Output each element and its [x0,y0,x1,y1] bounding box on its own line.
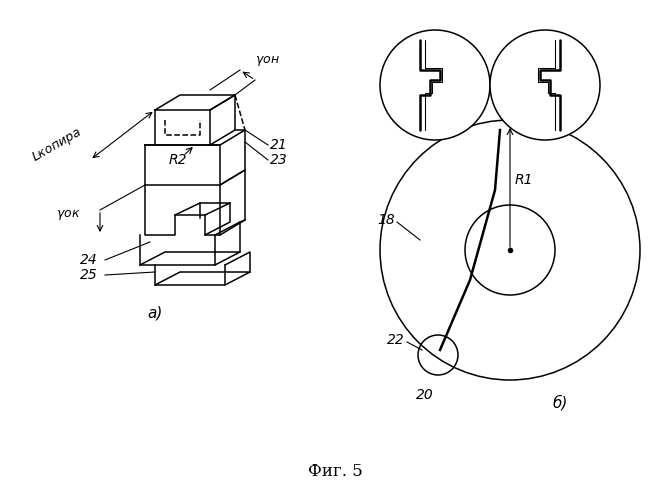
Text: 23: 23 [270,153,288,167]
Text: 18: 18 [377,213,395,227]
Text: $L$копира: $L$копира [29,124,85,166]
Text: 24: 24 [80,253,98,267]
Text: б): б) [552,395,568,410]
Text: R2: R2 [168,153,187,167]
Text: $\gamma$ок: $\gamma$ок [56,208,81,222]
Text: $\gamma$он: $\gamma$он [255,54,280,68]
Circle shape [490,30,600,140]
Circle shape [380,30,490,140]
Text: Фиг. 5: Фиг. 5 [307,464,362,480]
Text: 20: 20 [416,388,434,402]
Text: 21: 21 [270,138,288,152]
Text: 25: 25 [80,268,98,282]
Text: 22: 22 [387,333,405,347]
Text: R1: R1 [515,173,533,187]
Text: а): а) [148,305,162,320]
